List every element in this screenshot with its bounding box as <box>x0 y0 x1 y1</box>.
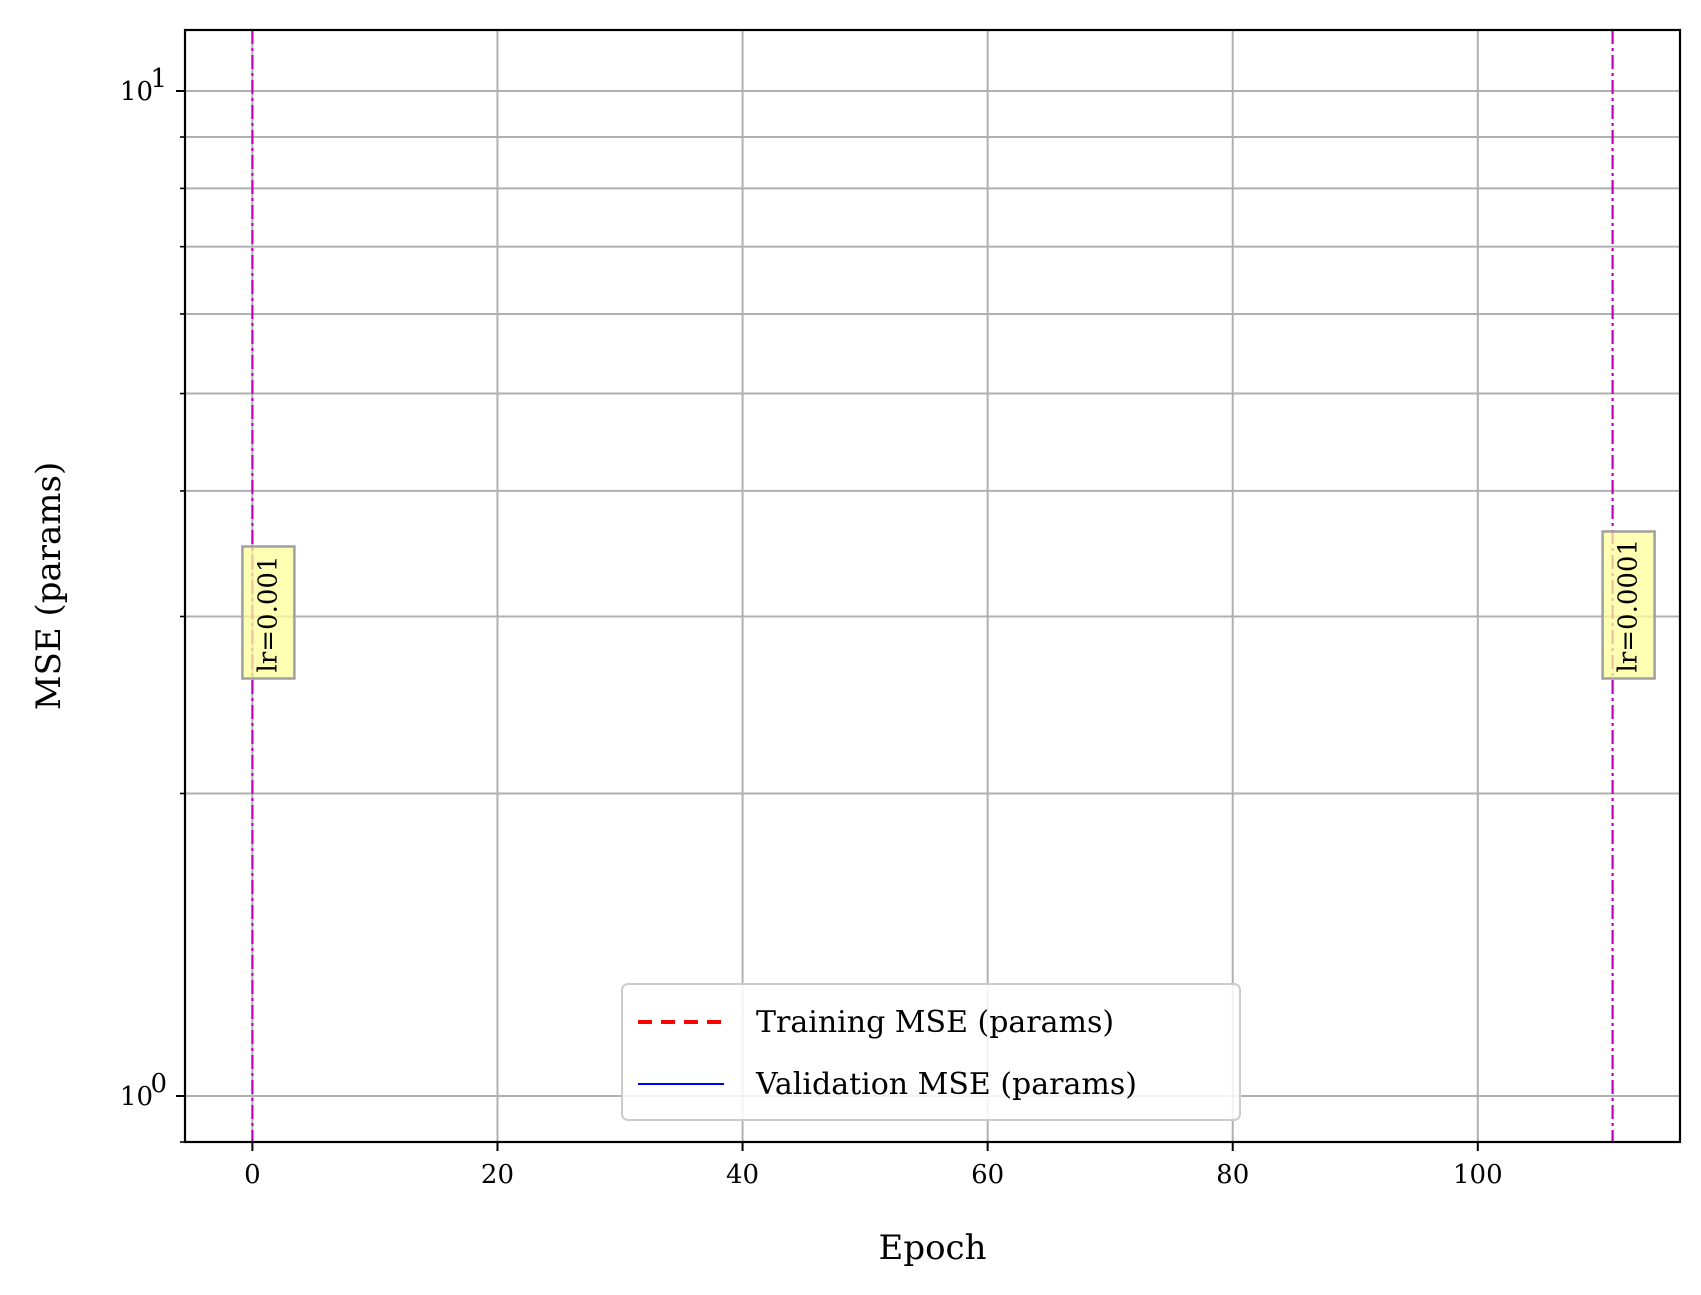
x-tick-label: 60 <box>971 1160 1004 1190</box>
x-tick-label: 0 <box>244 1160 261 1190</box>
x-axis-label: Epoch <box>879 1228 987 1268</box>
x-tick-label: 100 <box>1453 1160 1503 1190</box>
legend-label: Validation MSE (params) <box>755 1067 1137 1102</box>
x-tick-label: 20 <box>481 1160 514 1190</box>
axes-frame <box>183 28 1682 1144</box>
y-tick-label: 10 <box>120 1082 153 1112</box>
x-tick-label: 80 <box>1216 1160 1249 1190</box>
legend: Training MSE (params) Validation MSE (par… <box>621 983 1241 1121</box>
annotation-label: lr=0.0001 <box>1614 539 1644 673</box>
y-tick-label: 10 <box>120 77 153 107</box>
annotation-box <box>1601 530 1656 680</box>
annotation-label: lr=0.001 <box>253 556 283 673</box>
x-tick-label: 40 <box>726 1160 759 1190</box>
y-tick-exponent: 1 <box>150 64 167 94</box>
annotation-box <box>241 545 296 680</box>
y-axis-label: MSE (params) <box>29 462 69 711</box>
legend-frame <box>621 983 1241 1121</box>
legend-label: Training MSE (params) <box>756 1005 1114 1040</box>
x-axis-ticks: 0 20 40 60 80 100 <box>244 1142 1503 1190</box>
y-tick-exponent: 0 <box>150 1069 167 1099</box>
plot-area: lr=0.001 lr=0.0001 <box>183 28 1682 1144</box>
